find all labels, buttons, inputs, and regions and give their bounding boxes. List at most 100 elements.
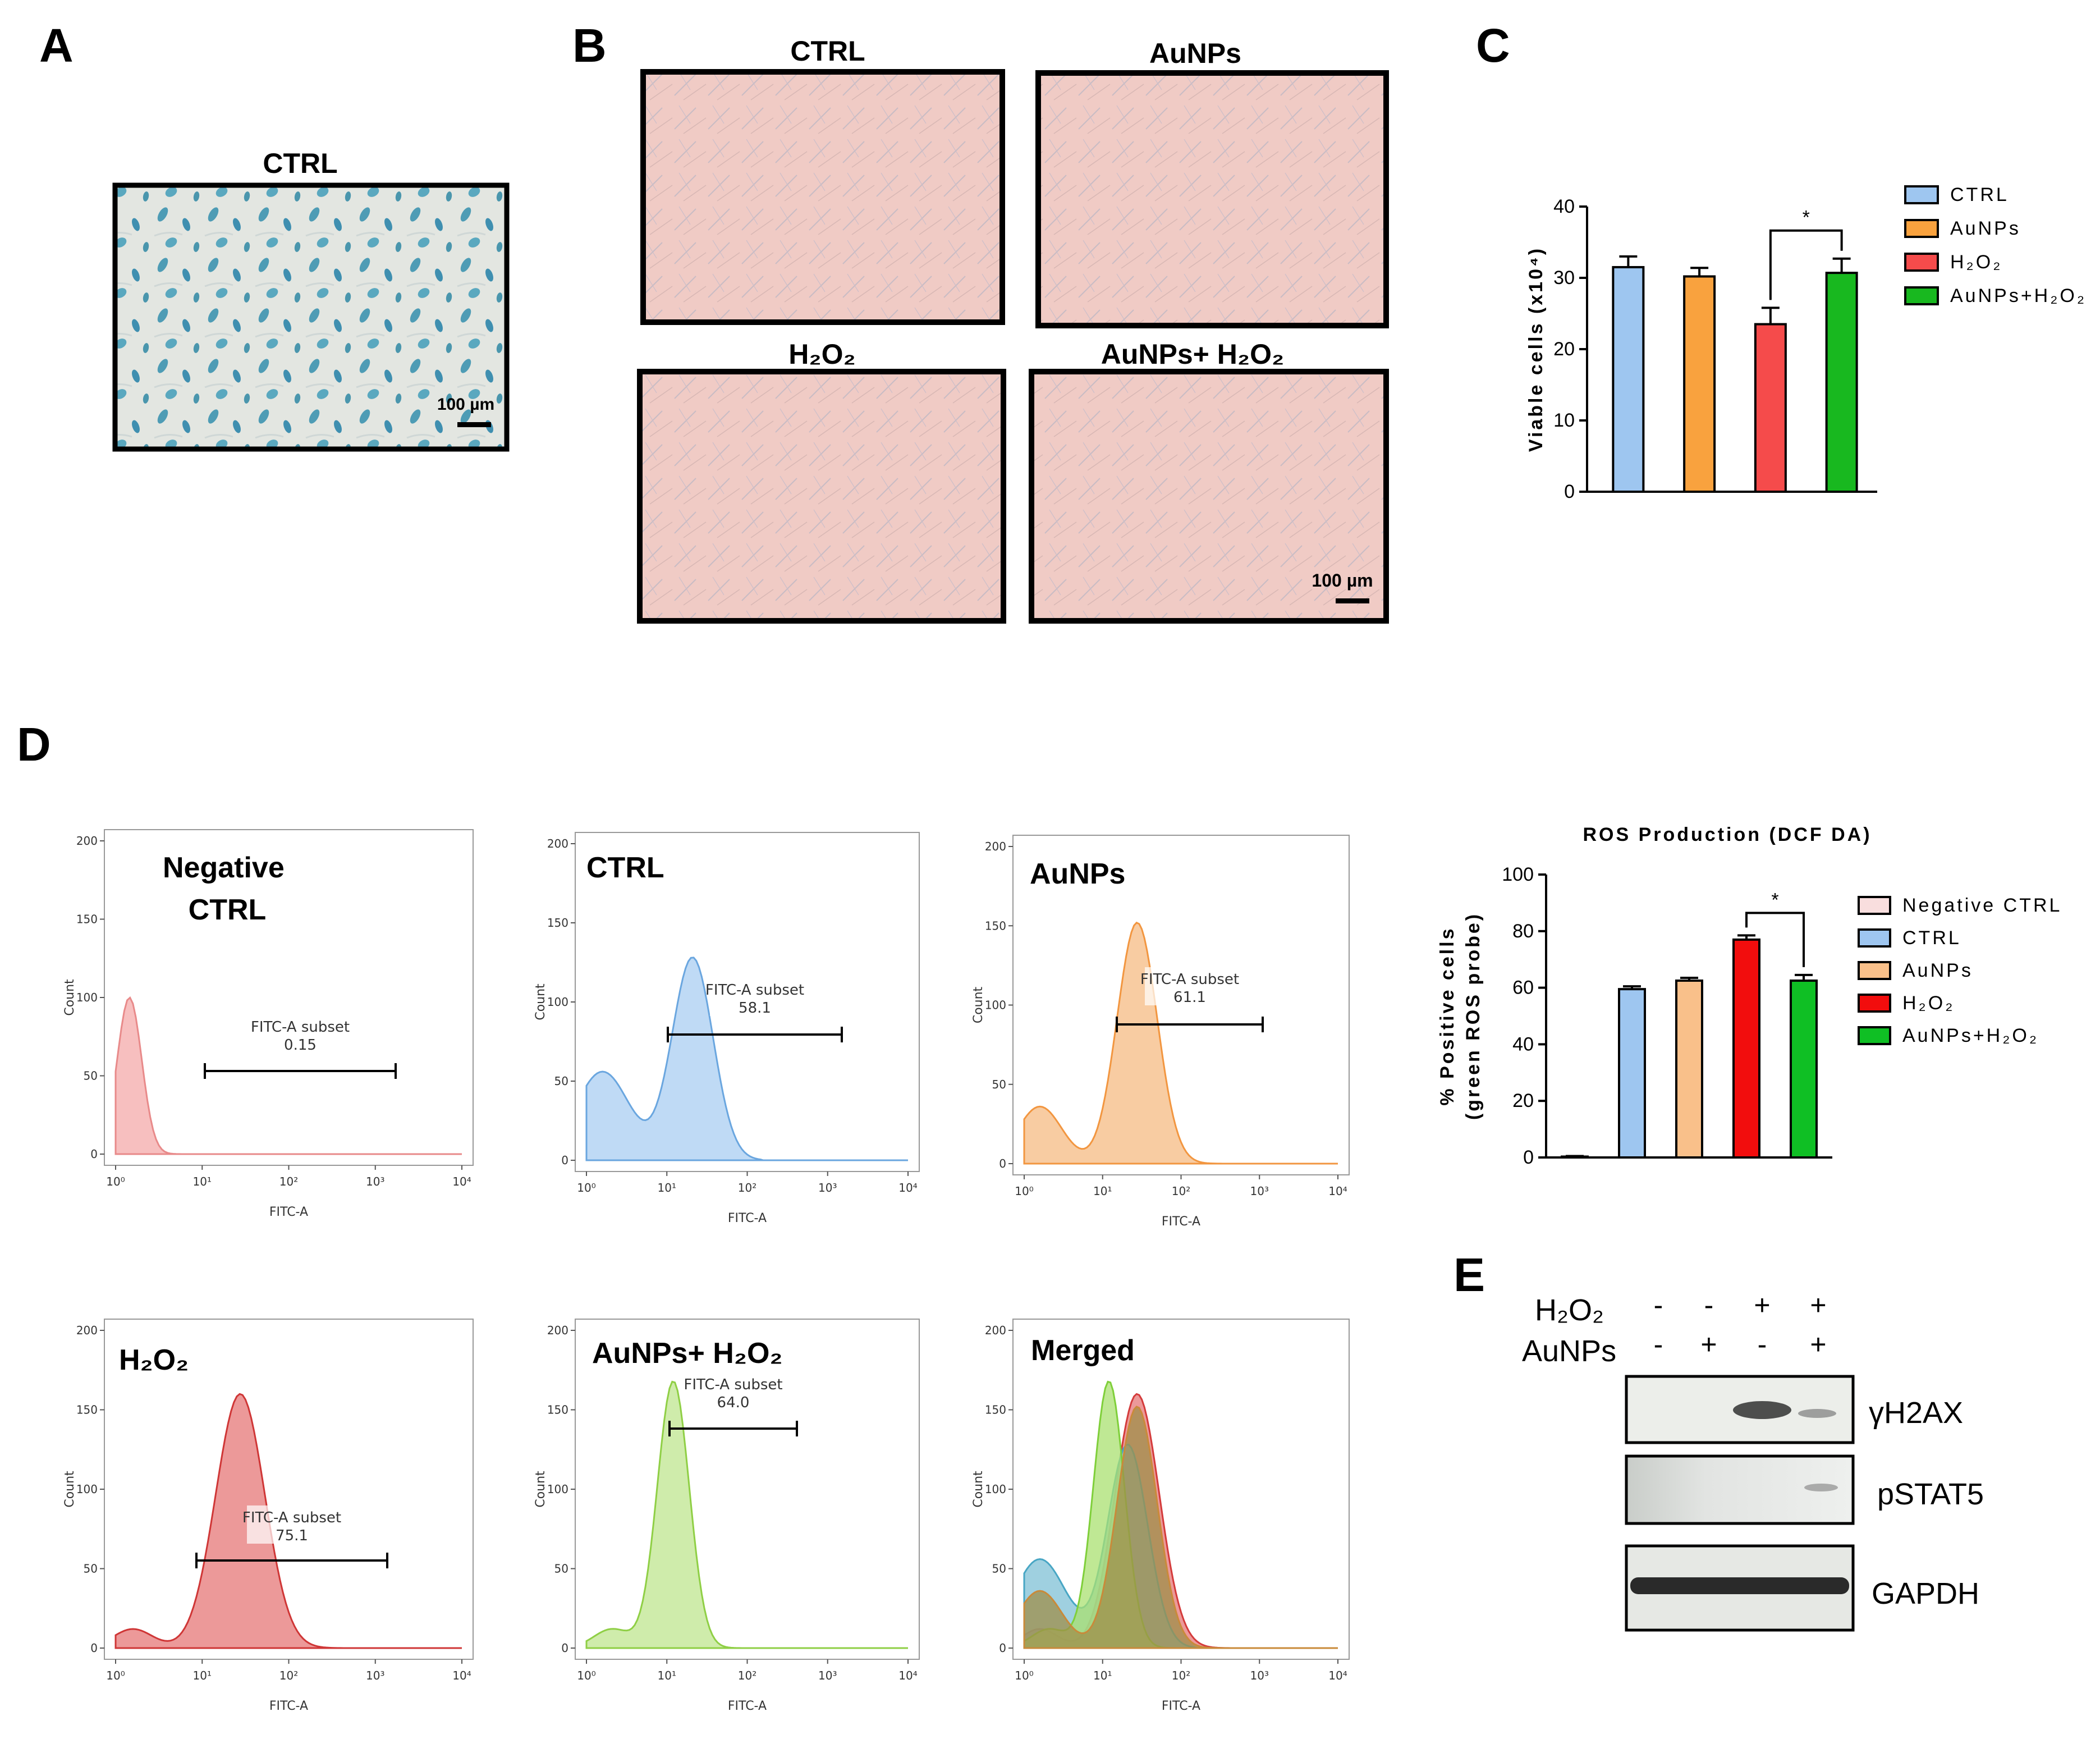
panel-a: CTRL 100 µm	[112, 148, 510, 452]
flow-curve	[585, 1380, 908, 1649]
wb-band-gh2ax-lane3	[1733, 1401, 1791, 1419]
y-tick-label: 0	[1564, 481, 1575, 502]
flow-x-axis-label: FITC-A	[269, 1205, 308, 1219]
flow-y-tick-label: 100	[76, 991, 98, 1004]
flow-y-tick-label: 0	[90, 1641, 98, 1655]
flow-x-tick-label: 10⁰	[106, 1175, 125, 1188]
panel-b-title-ctrl: CTRL	[790, 35, 865, 67]
panel-b-image-ctrl	[640, 69, 1005, 325]
wb-label-gapdh: GAPDH	[1872, 1577, 1979, 1610]
flow-x-tick-label: 10²	[279, 1175, 298, 1188]
flow-x-tick-label: 10²	[1172, 1669, 1190, 1682]
gate-label-bg	[710, 978, 800, 1016]
flow-x-tick-label: 10¹	[658, 1669, 676, 1682]
panel-d-flow-histograms: 0 50 100 150 200 10⁰ 10¹ 10² 10³ 10⁴ FITC-A Count FI…	[63, 829, 1350, 1713]
gate-label: FITC-A subset	[242, 1509, 341, 1526]
legend-swatch	[1858, 896, 1891, 915]
panel-letter-e: E	[1454, 1248, 1485, 1301]
panel-letter-d: D	[17, 718, 51, 771]
flow-x-axis-label: FITC-A	[269, 1699, 308, 1713]
flow-title: AuNPs+ H₂O₂	[592, 1337, 783, 1370]
flow-title: Merged	[1031, 1334, 1135, 1367]
wb-sign-h2o2-2: -	[1704, 1289, 1714, 1321]
y-tick-label: 80	[1512, 921, 1534, 942]
y-tick-label: 30	[1553, 267, 1575, 289]
legend-label: Negative CTRL	[1902, 895, 2062, 916]
flow-histogram-5: 0 50 100 150 200 10⁰ 10¹ 10² 10³ 10⁴ FITC-A Count FI…	[534, 1319, 920, 1713]
gate-value: 75.1	[276, 1527, 308, 1544]
flow-title: CTRL	[586, 852, 664, 884]
legend-swatch	[1858, 994, 1891, 1013]
legend-swatch	[1904, 219, 1939, 238]
panel-a-scale-bar	[457, 422, 491, 427]
panel-b-title-aunps: AuNPs	[1149, 38, 1241, 69]
gate-value: 0.15	[284, 1037, 317, 1054]
panel-a-title: CTRL	[263, 148, 337, 179]
flow-histogram-6: 0 50 100 150 200 10⁰ 10¹ 10² 10³ 10⁴ FITC-A Count Me…	[971, 1319, 1350, 1713]
flow-x-tick-label: 10¹	[1093, 1669, 1112, 1682]
y-tick-label: 60	[1512, 977, 1534, 999]
wb-sign-h2o2-1: -	[1654, 1289, 1663, 1321]
bar	[1561, 1155, 1589, 1159]
flow-x-tick-label: 10⁰	[577, 1669, 595, 1682]
merged-aunps-curve	[1023, 1406, 1338, 1649]
panel-d-ros-chart: 0 20 40 60 80 100 * % Positive cells (green ROS …	[1437, 824, 2062, 1168]
flow-curve	[1023, 921, 1338, 1165]
bar	[1683, 275, 1716, 493]
flow-plot-frame	[104, 1319, 474, 1660]
y-tick-label: 20	[1553, 338, 1575, 360]
flow-y-tick-label: 150	[985, 919, 1006, 932]
legend-label: AuNPs	[1950, 218, 2021, 239]
flow-y-tick-label: 200	[985, 840, 1006, 853]
flow-y-tick-label: 200	[547, 1324, 568, 1337]
panel-e-western-blot: H₂O₂ AuNPs - - + + - + - + γH2AX pSTAT5 …	[1522, 1289, 1984, 1632]
legend-swatch	[1858, 1026, 1891, 1045]
wb-label-pstat5: pSTAT5	[1877, 1477, 1984, 1511]
flow-plot-frame	[104, 829, 474, 1166]
bar	[1825, 272, 1858, 493]
flow-x-tick-label: 10²	[738, 1181, 756, 1195]
flow-y-tick-label: 50	[554, 1562, 568, 1576]
flow-x-tick-label: 10¹	[193, 1175, 212, 1188]
flow-y-tick-label: 200	[985, 1324, 1006, 1337]
panel-c-chart: 0 10 20 30 40 * Viable cells (x10⁴) CTRL AuNPs H₂…	[1525, 184, 2084, 502]
panel-b-image-h2o2	[637, 369, 1006, 624]
gate-label-bg	[255, 1015, 345, 1053]
panel-b-title-h2o2: H₂O₂	[788, 338, 855, 370]
flow-curve	[585, 957, 908, 1161]
bar	[1618, 988, 1646, 1159]
flow-x-tick-label: 10³	[366, 1669, 384, 1682]
significance-bracket	[1745, 912, 1805, 967]
flow-y-tick-label: 0	[999, 1157, 1006, 1170]
flow-y-tick-label: 0	[999, 1641, 1006, 1655]
flow-x-tick-label: 10⁴	[1328, 1669, 1347, 1682]
legend-label: AuNPs+H₂O₂	[1902, 1025, 2039, 1046]
legend-label: CTRL	[1902, 927, 1961, 949]
flow-y-tick-label: 200	[76, 1324, 98, 1337]
y-tick-label: 40	[1512, 1033, 1534, 1055]
flow-x-axis-label: FITC-A	[728, 1699, 767, 1713]
flow-y-tick-label: 0	[90, 1147, 98, 1161]
y-axis-label-2: (green ROS probe)	[1462, 912, 1484, 1120]
flow-x-tick-label: 10⁰	[1015, 1184, 1033, 1198]
flow-histogram-2: 0 50 100 150 200 10⁰ 10¹ 10² 10³ 10⁴ FITC-A Count FI…	[534, 832, 920, 1225]
flow-y-tick-label: 150	[985, 1403, 1006, 1417]
legend-label: CTRL	[1950, 184, 2009, 205]
flow-y-tick-label: 150	[76, 1403, 98, 1417]
flow-x-tick-label: 10²	[738, 1669, 756, 1682]
flow-y-axis-label: Count	[534, 983, 548, 1020]
legend-swatch	[1858, 928, 1891, 948]
flow-histogram-1: 0 50 100 150 200 10⁰ 10¹ 10² 10³ 10⁴ FITC-A Count FI…	[63, 829, 474, 1219]
flow-y-tick-label: 0	[561, 1154, 568, 1167]
wb-band-gh2ax-lane4	[1798, 1409, 1836, 1418]
flow-x-tick-label: 10³	[1250, 1184, 1269, 1198]
flow-y-tick-label: 50	[554, 1074, 568, 1088]
y-axis-label: Viable cells (x10⁴)	[1525, 246, 1547, 452]
flow-y-axis-label: Count	[971, 1471, 985, 1508]
gate-value: 58.1	[739, 1000, 771, 1017]
legend-swatch	[1858, 961, 1891, 980]
bar	[1754, 323, 1787, 493]
flow-x-tick-label: 10²	[279, 1669, 298, 1682]
flow-x-tick-label: 10⁴	[898, 1669, 917, 1682]
gate-label: FITC-A subset	[1140, 971, 1239, 988]
